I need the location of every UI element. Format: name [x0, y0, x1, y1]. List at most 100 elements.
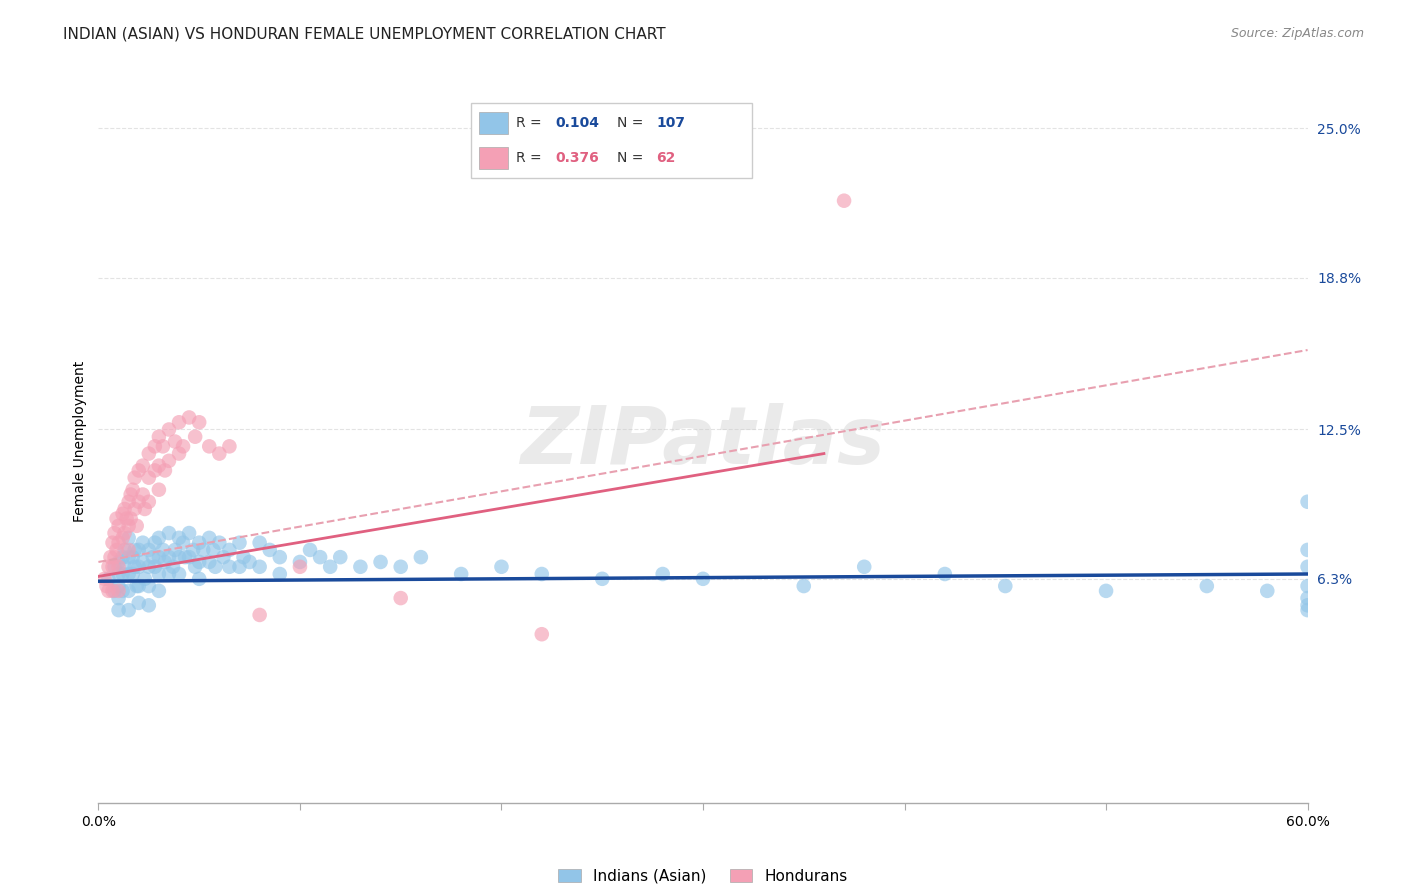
Point	[114, 526, 136, 541]
Point	[97, 559, 120, 574]
Point	[179, 526, 201, 541]
Point	[111, 531, 134, 545]
Text: 107: 107	[657, 116, 686, 130]
Point	[309, 550, 332, 565]
Point	[162, 559, 184, 574]
Point	[1296, 591, 1319, 606]
Point	[128, 579, 150, 593]
Point	[179, 410, 201, 425]
Point	[299, 542, 322, 557]
Point	[118, 542, 141, 557]
Point	[118, 550, 141, 565]
Point	[120, 511, 142, 525]
Point	[148, 567, 170, 582]
Point	[115, 511, 138, 525]
Point	[204, 559, 226, 574]
Point	[100, 550, 122, 565]
Point	[103, 559, 125, 574]
Point	[1296, 603, 1319, 617]
Point	[153, 463, 176, 477]
Bar	[479, 112, 508, 135]
Point	[118, 531, 141, 545]
Point	[96, 579, 118, 593]
Point	[188, 555, 211, 569]
Point	[114, 502, 136, 516]
Point	[157, 423, 180, 437]
Point	[329, 550, 352, 565]
Point	[107, 555, 129, 569]
Point	[269, 567, 291, 582]
Text: ZIPatlas: ZIPatlas	[520, 402, 886, 481]
Text: Source: ZipAtlas.com: Source: ZipAtlas.com	[1230, 27, 1364, 40]
Point	[218, 559, 240, 574]
Point	[198, 531, 221, 545]
Point	[157, 454, 180, 468]
Text: 0.104: 0.104	[555, 116, 599, 130]
Point	[138, 559, 160, 574]
Point	[105, 511, 128, 525]
Point	[134, 572, 156, 586]
Point	[167, 415, 190, 429]
Point	[132, 535, 155, 549]
Text: INDIAN (ASIAN) VS HONDURAN FEMALE UNEMPLOYMENT CORRELATION CHART: INDIAN (ASIAN) VS HONDURAN FEMALE UNEMPL…	[63, 27, 666, 42]
Point	[450, 567, 472, 582]
Point	[107, 518, 129, 533]
Point	[138, 579, 160, 593]
Bar	[479, 146, 508, 169]
Point	[148, 483, 170, 497]
Point	[651, 567, 673, 582]
Point	[228, 535, 250, 549]
Point	[111, 583, 134, 598]
Point	[107, 591, 129, 606]
Text: N =: N =	[617, 151, 648, 165]
Point	[188, 535, 211, 549]
Point	[1095, 583, 1118, 598]
Text: N =: N =	[617, 116, 648, 130]
Point	[163, 542, 186, 557]
Point	[114, 542, 136, 557]
FancyBboxPatch shape	[471, 103, 752, 178]
Point	[157, 550, 180, 565]
Point	[228, 559, 250, 574]
Point	[97, 583, 120, 598]
Point	[125, 579, 148, 593]
Point	[152, 439, 174, 453]
Point	[269, 550, 291, 565]
Point	[148, 550, 170, 565]
Point	[148, 430, 170, 444]
Point	[93, 572, 115, 586]
Point	[101, 535, 124, 549]
Point	[143, 535, 166, 549]
Point	[138, 542, 160, 557]
Point	[1296, 542, 1319, 557]
Point	[132, 458, 155, 473]
Point	[111, 550, 134, 565]
Point	[120, 487, 142, 501]
Point	[148, 531, 170, 545]
Point	[349, 559, 371, 574]
Point	[143, 439, 166, 453]
Point	[249, 535, 271, 549]
Point	[124, 471, 146, 485]
Point	[184, 430, 207, 444]
Point	[530, 627, 553, 641]
Point	[121, 567, 143, 582]
Point	[103, 526, 125, 541]
Text: 62: 62	[657, 151, 676, 165]
Point	[157, 567, 180, 582]
Point	[128, 494, 150, 508]
Point	[107, 579, 129, 593]
Point	[167, 567, 190, 582]
Point	[97, 572, 120, 586]
Point	[249, 607, 271, 622]
Point	[1296, 579, 1319, 593]
Point	[103, 550, 125, 565]
Point	[389, 559, 412, 574]
Point	[167, 446, 190, 460]
Point	[1195, 579, 1218, 593]
Point	[132, 487, 155, 501]
Point	[107, 583, 129, 598]
Point	[157, 526, 180, 541]
Point	[994, 579, 1017, 593]
Point	[101, 583, 124, 598]
